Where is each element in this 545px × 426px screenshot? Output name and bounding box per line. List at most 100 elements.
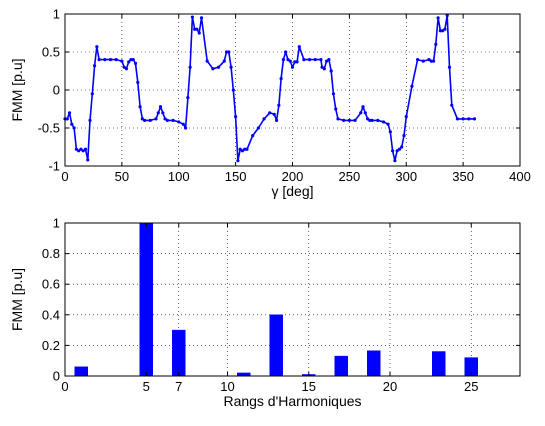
x-tick-label: 100 — [168, 169, 190, 184]
data-point — [313, 58, 317, 62]
data-point — [353, 118, 357, 122]
data-point — [329, 69, 333, 73]
data-point — [186, 96, 190, 100]
data-point — [347, 118, 351, 122]
bar — [74, 366, 88, 377]
data-point — [231, 88, 235, 92]
data-point — [370, 118, 374, 122]
data-point — [427, 58, 431, 62]
data-point — [381, 120, 386, 124]
data-point — [216, 65, 221, 69]
bar — [172, 329, 186, 377]
data-point — [286, 58, 290, 62]
bar — [432, 351, 446, 377]
data-point — [234, 115, 238, 119]
data-point — [397, 147, 402, 151]
data-point — [205, 59, 209, 63]
data-point — [445, 13, 449, 18]
data-point — [416, 58, 420, 62]
data-point — [443, 27, 447, 31]
data-point — [410, 84, 414, 88]
data-point — [114, 58, 118, 62]
y-tick-label: 0.6 — [42, 277, 60, 292]
data-point — [455, 117, 460, 121]
data-point — [365, 117, 370, 121]
data-point — [148, 118, 152, 122]
data-point — [177, 120, 181, 124]
data-point — [81, 149, 85, 153]
x-tick-label: 0 — [61, 379, 68, 394]
data-point — [290, 65, 295, 69]
data-point — [197, 31, 201, 35]
bar — [367, 350, 381, 377]
data-point — [307, 58, 312, 62]
data-point — [227, 50, 231, 54]
x-tick-label: 10 — [220, 379, 234, 394]
data-point — [171, 118, 175, 122]
data-point — [279, 77, 283, 81]
data-point — [67, 111, 72, 115]
data-point — [447, 65, 452, 69]
data-point — [131, 58, 135, 62]
data-point — [127, 60, 131, 64]
x-tick-label: 150 — [225, 169, 247, 184]
x-tick-label: 25 — [464, 379, 478, 394]
data-point — [441, 29, 445, 33]
data-point — [327, 58, 331, 62]
data-point — [193, 27, 197, 31]
data-point — [97, 58, 101, 62]
data-point — [393, 159, 397, 163]
data-point — [108, 58, 113, 62]
data-point — [361, 105, 365, 109]
data-point — [72, 126, 76, 130]
data-point — [77, 149, 81, 153]
data-point — [288, 59, 292, 63]
data-point — [163, 117, 167, 121]
data-point — [140, 117, 144, 121]
x-tick-label: 200 — [282, 169, 304, 184]
data-point — [154, 117, 158, 121]
x-tick-label: 50 — [115, 169, 129, 184]
y-tick-label: -1 — [48, 159, 60, 174]
data-point — [386, 122, 390, 126]
data-point — [156, 111, 160, 115]
data-point — [342, 118, 346, 122]
harmonic-spectrum-plot: 0 5 7 10 15 20 25 0 0.2 0.4 0.6 0.8 1 Rangs d'Harmoni… — [9, 216, 521, 409]
x-tick-label: 7 — [175, 379, 182, 394]
data-point — [431, 59, 436, 63]
data-point — [70, 122, 74, 126]
data-point — [262, 117, 266, 121]
data-point — [472, 117, 477, 121]
bar — [269, 314, 283, 377]
data-point — [400, 145, 404, 149]
data-point — [183, 126, 188, 130]
data-point — [211, 67, 215, 71]
y-tick-label: 0.8 — [42, 246, 60, 261]
data-point — [143, 118, 147, 122]
data-point — [402, 134, 406, 138]
x-tick-label: 0 — [61, 169, 68, 184]
data-point — [395, 149, 399, 153]
data-point — [467, 117, 471, 121]
data-point — [124, 67, 129, 71]
x-tick-label: 20 — [383, 379, 397, 394]
data-point — [404, 115, 408, 119]
data-point — [284, 50, 288, 54]
y-tick-label: 0 — [53, 83, 60, 98]
x-axis-label: γ [deg] — [271, 183, 313, 199]
data-point — [388, 130, 392, 134]
data-point — [368, 118, 372, 122]
data-point — [165, 118, 169, 122]
data-point — [331, 92, 336, 96]
data-point — [319, 58, 323, 62]
data-point — [74, 147, 78, 151]
data-point — [138, 105, 142, 109]
data-point — [295, 60, 299, 64]
data-point — [421, 59, 425, 63]
data-point — [95, 45, 99, 49]
data-point — [334, 107, 338, 111]
data-point — [320, 65, 324, 69]
data-point — [251, 134, 255, 138]
data-point — [158, 105, 163, 109]
data-point — [188, 65, 192, 69]
